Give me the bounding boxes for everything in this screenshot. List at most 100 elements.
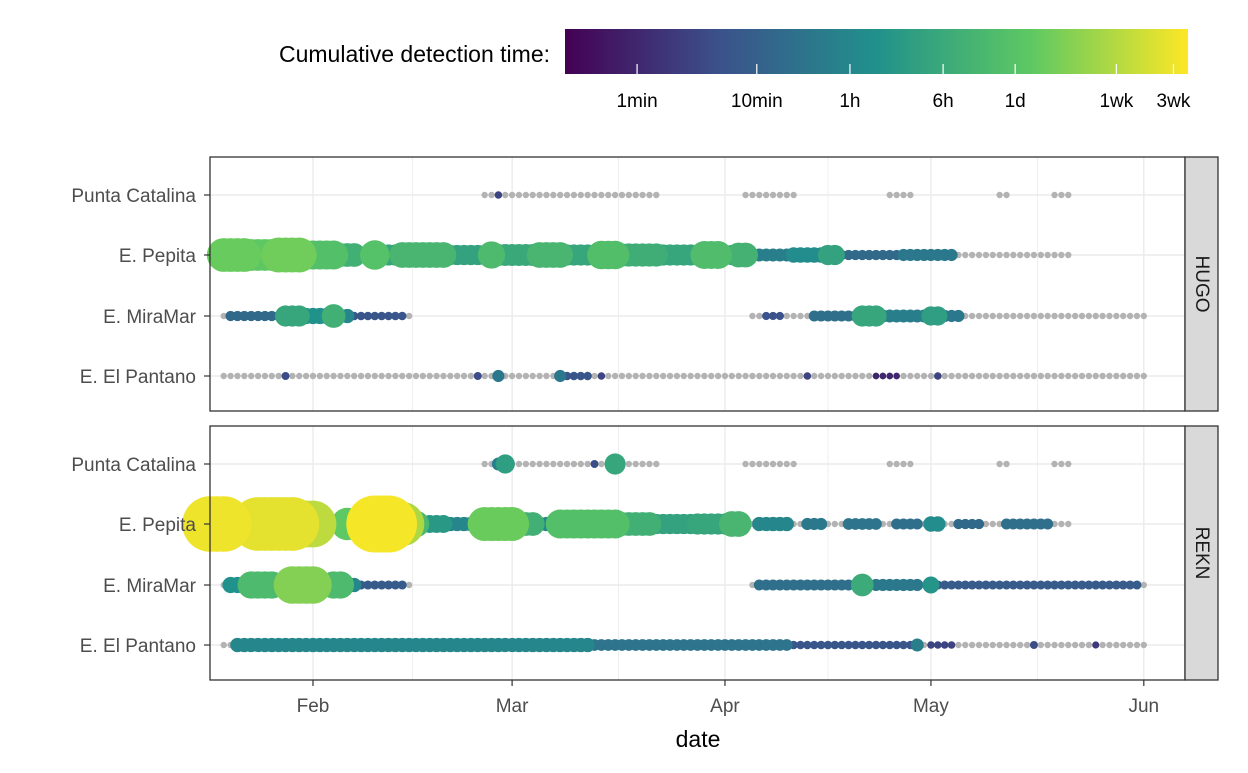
detection-point (360, 495, 418, 553)
no-detection-point (1065, 460, 1072, 468)
no-detection-point (1051, 191, 1058, 199)
no-detection-point (563, 191, 571, 199)
no-detection-point (955, 641, 962, 649)
no-detection-point (1085, 641, 1093, 649)
no-detection-point (440, 372, 447, 380)
no-detection-point (769, 460, 777, 468)
no-detection-point (783, 372, 790, 380)
no-detection-point (220, 641, 227, 649)
no-detection-point (227, 372, 234, 380)
detection-point (1050, 580, 1060, 590)
no-detection-point (989, 641, 996, 649)
no-detection-point (522, 191, 530, 199)
detection-point (899, 640, 908, 650)
panel-top-strip (1184, 156, 1219, 412)
no-detection-point (529, 460, 536, 468)
no-detection-point (522, 372, 530, 380)
no-detection-point (481, 460, 488, 468)
no-detection-point (955, 372, 962, 380)
detection-point (1077, 580, 1087, 590)
no-detection-point (941, 372, 948, 380)
detection-point (547, 242, 574, 268)
no-detection-point (859, 372, 866, 380)
detection-point (927, 641, 935, 649)
no-detection-point (481, 191, 488, 199)
no-detection-point (708, 372, 715, 380)
no-detection-point (1044, 641, 1051, 649)
no-detection-point (907, 460, 914, 468)
no-detection-point (1133, 372, 1141, 380)
no-detection-point (1044, 312, 1051, 320)
no-detection-point (1044, 251, 1051, 259)
detection-point (815, 517, 828, 531)
no-detection-point (756, 312, 763, 320)
no-detection-point (982, 312, 990, 320)
detection-point (725, 511, 752, 537)
x-axis: Feb Mar Apr May Jun (297, 680, 1159, 717)
no-detection-point (556, 191, 564, 199)
no-detection-point (1030, 372, 1038, 380)
no-detection-point (962, 372, 969, 380)
x-tick-label: Apr (710, 696, 740, 717)
no-detection-point (749, 372, 756, 380)
no-detection-point (968, 312, 976, 320)
no-detection-point (536, 460, 543, 468)
detection-point (803, 640, 812, 650)
no-detection-point (467, 372, 475, 380)
no-detection-point (920, 372, 928, 380)
no-detection-point (543, 372, 550, 380)
no-detection-point (756, 191, 763, 199)
detection-point (940, 580, 950, 590)
panel-bottom-strip-label: REKN (1191, 527, 1212, 580)
detection-point (1132, 580, 1142, 590)
detection-point (384, 311, 393, 321)
no-detection-point (323, 372, 330, 380)
no-detection-point (996, 312, 1003, 320)
no-detection-point (405, 581, 413, 589)
no-detection-point (1017, 372, 1024, 380)
detection-point (973, 518, 985, 530)
detection-point (1036, 580, 1046, 590)
no-detection-point (1133, 312, 1141, 320)
detection-point (265, 497, 320, 551)
detection-point (878, 640, 888, 650)
no-detection-point (776, 460, 784, 468)
no-detection-point (385, 372, 392, 380)
no-detection-point (968, 641, 976, 649)
no-detection-point (996, 372, 1003, 380)
no-detection-point (714, 372, 722, 380)
no-detection-point (1058, 460, 1065, 468)
detection-point (886, 372, 894, 380)
no-detection-point (989, 372, 996, 380)
no-detection-point (522, 460, 530, 468)
no-detection-point (296, 372, 303, 380)
no-detection-point (982, 372, 990, 380)
no-detection-point (1010, 372, 1017, 380)
no-detection-point (1120, 312, 1127, 320)
no-detection-point (769, 191, 777, 199)
no-detection-point (625, 372, 633, 380)
no-detection-point (996, 251, 1003, 259)
no-detection-point (1058, 312, 1065, 320)
detection-point (321, 304, 346, 328)
no-detection-point (687, 372, 694, 380)
no-detection-point (632, 460, 639, 468)
detection-point (288, 305, 310, 327)
detection-point (858, 640, 867, 650)
detection-point (733, 242, 758, 268)
no-detection-point (371, 372, 378, 380)
no-detection-point (453, 372, 461, 380)
no-detection-point (927, 372, 935, 380)
detection-point (360, 240, 390, 270)
y-tick-label: E. MiraMar (103, 307, 197, 328)
no-detection-point (989, 251, 996, 259)
detection-point (569, 371, 579, 381)
detection-point (910, 638, 924, 652)
no-detection-point (364, 372, 372, 380)
detection-point (377, 580, 387, 590)
detection-point (816, 640, 826, 650)
no-detection-point (1051, 460, 1058, 468)
detection-point (1063, 580, 1073, 590)
detection-point (370, 580, 380, 590)
